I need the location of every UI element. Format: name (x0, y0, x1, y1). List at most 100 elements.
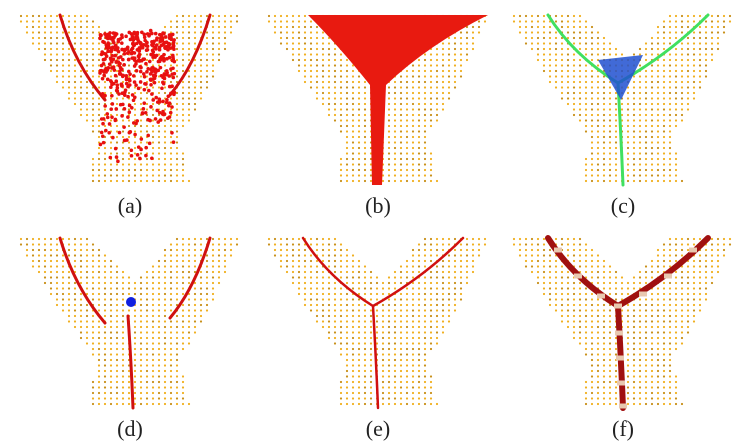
noisy-point (106, 116, 110, 120)
noisy-point (112, 41, 116, 45)
point (460, 276, 462, 278)
point (424, 86, 426, 88)
point (56, 249, 58, 251)
point (376, 331, 378, 333)
point (388, 103, 390, 105)
point (430, 287, 432, 289)
point (597, 169, 599, 171)
point (212, 53, 214, 55)
point (430, 326, 432, 328)
point (152, 265, 154, 267)
point (699, 238, 701, 240)
point (525, 249, 527, 251)
point (633, 53, 635, 55)
point (80, 48, 82, 50)
point (436, 97, 438, 99)
point (412, 287, 414, 289)
point (591, 331, 593, 333)
point (478, 254, 480, 256)
point (98, 26, 100, 28)
point (224, 37, 226, 39)
point (182, 119, 184, 121)
point (304, 271, 306, 273)
point (322, 97, 324, 99)
point (176, 42, 178, 44)
point (418, 364, 420, 366)
point (651, 158, 653, 160)
point (304, 276, 306, 278)
point (310, 243, 312, 245)
point (424, 337, 426, 339)
point (591, 293, 593, 295)
point (152, 304, 154, 306)
point (56, 243, 58, 245)
point (597, 180, 599, 182)
point (394, 282, 396, 284)
point (146, 86, 148, 88)
point (32, 31, 34, 33)
point (585, 309, 587, 311)
point (194, 293, 196, 295)
point (98, 86, 100, 88)
point (579, 26, 581, 28)
point (675, 158, 677, 160)
point (412, 92, 414, 94)
point (200, 86, 202, 88)
point (206, 309, 208, 311)
point (418, 64, 420, 66)
point (316, 86, 318, 88)
point (146, 130, 148, 132)
point (633, 136, 635, 138)
point (567, 254, 569, 256)
point (98, 282, 100, 284)
point (394, 403, 396, 405)
point (621, 103, 623, 105)
point (140, 125, 142, 127)
point (705, 293, 707, 295)
point (358, 114, 360, 116)
point (567, 15, 569, 17)
noisy-point (130, 154, 134, 158)
point (170, 326, 172, 328)
point (170, 276, 172, 278)
point (388, 359, 390, 361)
point (140, 386, 142, 388)
point (603, 364, 605, 366)
point (454, 249, 456, 251)
point (663, 147, 665, 149)
point (176, 169, 178, 171)
point (80, 315, 82, 317)
point (388, 152, 390, 154)
point (645, 359, 647, 361)
point (364, 180, 366, 182)
noisy-point (114, 60, 118, 64)
point (645, 265, 647, 267)
point (573, 331, 575, 333)
point (364, 392, 366, 394)
point (639, 381, 641, 383)
point (585, 386, 587, 388)
point (675, 152, 677, 154)
point (298, 287, 300, 289)
point (711, 26, 713, 28)
point (597, 119, 599, 121)
point (352, 359, 354, 361)
point (388, 86, 390, 88)
noisy-point (169, 92, 173, 96)
point (176, 370, 178, 372)
point (152, 114, 154, 116)
point (591, 136, 593, 138)
point (182, 180, 184, 182)
point (340, 125, 342, 127)
point (334, 75, 336, 77)
point (561, 315, 563, 317)
point (555, 260, 557, 262)
point (80, 249, 82, 251)
point (146, 276, 148, 278)
point (134, 353, 136, 355)
point (591, 342, 593, 344)
point (164, 337, 166, 339)
point (122, 271, 124, 273)
point (669, 119, 671, 121)
point (573, 282, 575, 284)
